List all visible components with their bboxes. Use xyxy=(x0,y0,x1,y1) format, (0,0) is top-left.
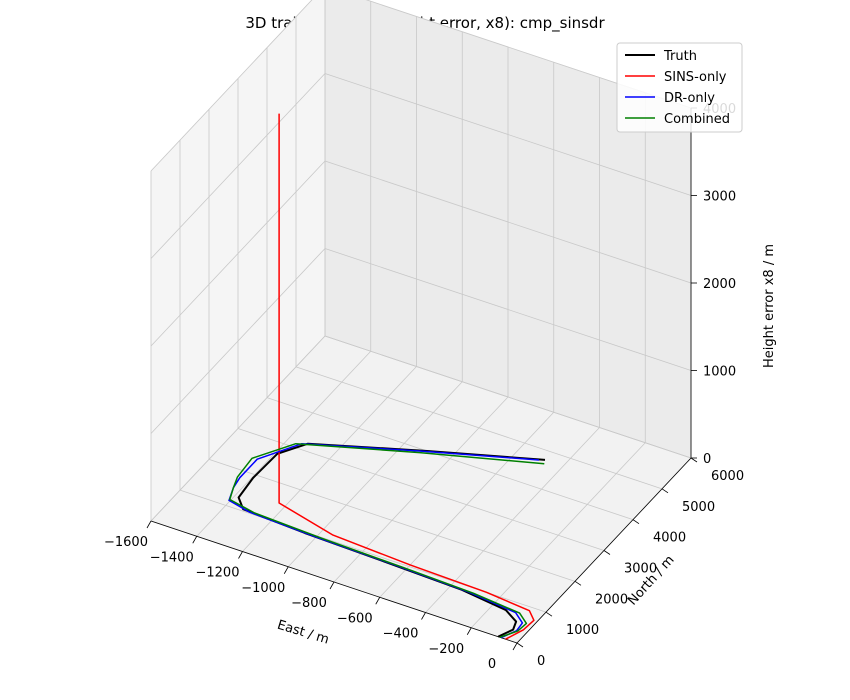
x-tick-label: −1200 xyxy=(196,566,240,581)
x-tick-mark xyxy=(146,520,152,529)
y-tick-mark xyxy=(690,457,698,463)
x-tick-mark xyxy=(421,612,426,620)
y-tick-mark xyxy=(603,550,611,555)
x-tick-mark xyxy=(512,642,518,651)
x-tick-label: 0 xyxy=(488,657,496,672)
grid-line xyxy=(266,397,634,521)
x-tick-mark xyxy=(375,597,381,605)
x-tick-label: −600 xyxy=(337,611,373,626)
series-line-sins-only xyxy=(278,113,535,640)
grid-line xyxy=(150,248,326,434)
legend-label: SINS-only xyxy=(664,70,727,85)
grid-line xyxy=(208,458,576,582)
z-tick-label: 2000 xyxy=(703,277,736,292)
y-tick-mark xyxy=(661,488,669,494)
y-tick-label: 3000 xyxy=(624,562,657,577)
legend: Truth SINS-only DR-only Combined xyxy=(616,42,743,133)
z-tick-label: 1000 xyxy=(703,365,736,380)
legend-frame xyxy=(616,42,743,133)
x-tick-label: −400 xyxy=(383,627,419,642)
x-tick-label: −800 xyxy=(291,596,327,611)
y-tick-label: 1000 xyxy=(566,623,599,638)
y-tick-label: 0 xyxy=(537,654,545,669)
x-tick-label: −200 xyxy=(428,642,464,657)
series-line-dr-only xyxy=(228,442,539,639)
x-tick-label: −1600 xyxy=(104,535,148,550)
y-tick-label: 5000 xyxy=(682,500,715,515)
grid-line xyxy=(324,335,692,459)
x-axis-label: East / m xyxy=(275,618,330,648)
legend-label: Combined xyxy=(664,112,730,127)
z-tick-label: 0 xyxy=(703,452,711,467)
x-tick-mark xyxy=(192,536,198,544)
grid-line xyxy=(150,0,313,172)
grid-line xyxy=(324,248,692,371)
grid-line xyxy=(295,366,663,490)
x-tick-label: −1000 xyxy=(241,581,285,596)
grid-line xyxy=(237,428,605,551)
z-axis-label: Height error x8 / m xyxy=(762,244,777,368)
y-tick-label: 4000 xyxy=(653,531,686,546)
y-tick-label: 6000 xyxy=(711,469,744,484)
grid-line xyxy=(150,335,326,522)
x-tick-label: −1400 xyxy=(150,550,194,565)
y-tick-mark xyxy=(632,519,640,524)
y-tick-mark xyxy=(574,581,582,586)
y-axis-ticks: 0 1000 2000 3000 4000 5000 6000 xyxy=(516,457,744,669)
grid-line xyxy=(324,160,692,284)
grid-line xyxy=(150,73,326,259)
y-tick-mark xyxy=(545,611,553,617)
z-tick-label: 3000 xyxy=(703,190,736,205)
grid-line xyxy=(324,73,692,196)
x-axis-ticks: −1600−1400−1200−1000 −800 −600 −400 −200 0 xyxy=(104,520,518,672)
legend-label: Truth xyxy=(663,49,697,64)
series-lines xyxy=(228,113,546,640)
x-tick-mark xyxy=(466,627,472,635)
axis-panes xyxy=(150,0,692,644)
grid-line xyxy=(150,160,326,347)
x-tick-mark xyxy=(238,551,243,559)
legend-label: DR-only xyxy=(664,91,715,106)
x-tick-mark xyxy=(329,581,335,590)
series-line-combined xyxy=(229,442,545,639)
x-tick-mark xyxy=(283,566,289,574)
y-tick-mark xyxy=(516,642,524,648)
y-tick-label: 2000 xyxy=(595,592,628,607)
